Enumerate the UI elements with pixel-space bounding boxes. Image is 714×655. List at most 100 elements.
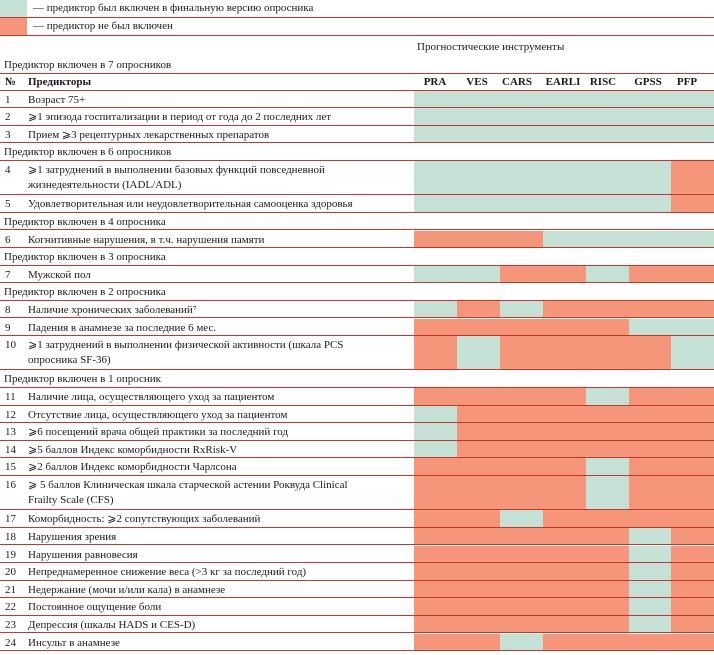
cell-cars — [500, 545, 543, 563]
cell-cars — [500, 527, 543, 545]
cell-ves — [457, 161, 500, 195]
cell-risc — [586, 527, 629, 545]
cell-ves — [457, 108, 500, 125]
cell-pfp — [671, 265, 714, 283]
cell-cars — [500, 195, 543, 212]
cell-ves — [457, 440, 500, 458]
cell-gpss — [629, 161, 671, 195]
cell-earli — [543, 265, 586, 283]
cell-cars — [500, 458, 543, 475]
section-row: Предиктор включен в 1 опросник — [0, 370, 714, 388]
cell-cars — [500, 440, 543, 458]
cell-pfp — [671, 195, 714, 212]
cell-pra — [414, 161, 457, 195]
table-row: 12 Отсутствие лица, осуществляющего уход … — [0, 405, 714, 424]
cell-cars — [500, 265, 543, 283]
predictor-name: ⩾ 5 баллов Клиническая шкала старческой … — [28, 479, 348, 491]
cell-pra — [414, 318, 457, 336]
header-pfp: PFP — [676, 75, 698, 88]
predictor-name: Коморбидность: ⩾2 сопутствующих заболева… — [28, 513, 261, 526]
cell-gpss — [629, 563, 671, 580]
predictor-name: Недержание (мочи и/или кала) в анамнезе — [28, 583, 226, 596]
predictor-name: жизнедеятельности (IADL/ADL) — [28, 179, 182, 191]
cell-cars — [500, 230, 543, 248]
cell-cars — [500, 161, 543, 195]
header-row: № Предикторы PRA VES CARS EARLI RISC GPSS PFP — [0, 74, 714, 91]
table-row: 9 Падения в анамнезе за последние 6 мес. — [0, 318, 714, 337]
table-row: 4 ⩾1 затруднений в выполнении базовых фун… — [0, 161, 714, 196]
cell-earli — [543, 458, 586, 475]
cell-pra — [414, 458, 457, 475]
cell-pra — [414, 423, 457, 440]
predictor-name: ⩾1 эпизода госпитализации в период от го… — [28, 111, 332, 124]
cell-pra — [414, 388, 457, 405]
cell-pfp — [671, 336, 714, 370]
row-number: 13 — [5, 426, 16, 439]
row-number: 5 — [5, 198, 11, 211]
cell-ves — [457, 125, 500, 143]
cell-ves — [457, 300, 500, 318]
cell-gpss — [629, 388, 671, 405]
table-row: 3 Прием ⩾3 рецептурных лекарственных преп… — [0, 125, 714, 144]
cell-earli — [543, 161, 586, 195]
table-row: 1 Возраст 75+ — [0, 90, 714, 109]
cell-gpss — [629, 598, 671, 615]
cell-pra — [414, 125, 457, 143]
cell-ves — [457, 580, 500, 598]
cell-pra — [414, 527, 457, 545]
cell-gpss — [629, 580, 671, 598]
cell-cars — [500, 510, 543, 527]
cell-risc — [586, 125, 629, 143]
header-group-title: Прогностические инструменты — [417, 41, 565, 53]
cell-earli — [543, 195, 586, 212]
header-group-row: Прогностические инструменты — [0, 36, 714, 56]
table-row: 7 Мужской пол — [0, 265, 714, 284]
cell-pfp — [671, 510, 714, 527]
row-number: 23 — [5, 618, 16, 631]
header-pra: PRA — [423, 75, 447, 88]
cell-gpss — [629, 458, 671, 475]
cell-pfp — [671, 598, 714, 615]
cell-pra — [414, 265, 457, 283]
cell-pra — [414, 300, 457, 318]
row-number: 24 — [5, 636, 16, 649]
row-number: 6 — [5, 233, 11, 246]
cell-risc — [586, 265, 629, 283]
cell-pfp — [671, 458, 714, 475]
cell-ves — [457, 598, 500, 615]
cell-earli — [543, 440, 586, 458]
cell-earli — [543, 598, 586, 615]
cell-gpss — [629, 476, 671, 510]
section-label: Предиктор включен в 6 опросников — [4, 146, 172, 159]
cell-ves — [457, 458, 500, 475]
legend-swatch — [0, 0, 27, 17]
row-number: 14 — [5, 443, 16, 456]
cell-earli — [543, 527, 586, 545]
cell-pfp — [671, 580, 714, 598]
cell-pfp — [671, 125, 714, 143]
cell-ves — [457, 633, 500, 651]
cell-earli — [543, 423, 586, 440]
cell-ves — [457, 388, 500, 405]
cell-earli — [543, 580, 586, 598]
table-row: 10 ⩾1 затруднений в выполнении физической… — [0, 336, 714, 371]
cell-risc — [586, 458, 629, 475]
cell-risc — [586, 510, 629, 527]
predictor-name: ⩾6 посещений врача общей практики за пос… — [28, 426, 289, 439]
table-row: 11 Наличие лица, осуществляющего уход за … — [0, 388, 714, 406]
cell-risc — [586, 336, 629, 370]
cell-cars — [500, 300, 543, 318]
cell-risc — [586, 598, 629, 615]
cell-ves — [457, 195, 500, 212]
table-row: 5 Удовлетворительная или неудовлетворител… — [0, 195, 714, 213]
cell-gpss — [629, 195, 671, 212]
section-label: Предиктор включен в 2 опросника — [4, 286, 166, 299]
cell-pfp — [671, 300, 714, 318]
cell-gpss — [629, 527, 671, 545]
cell-risc — [586, 423, 629, 440]
cell-earli — [543, 615, 586, 633]
cell-pra — [414, 580, 457, 598]
legend-text: — предиктор был включен в финальную верс… — [33, 2, 314, 14]
cell-gpss — [629, 423, 671, 440]
